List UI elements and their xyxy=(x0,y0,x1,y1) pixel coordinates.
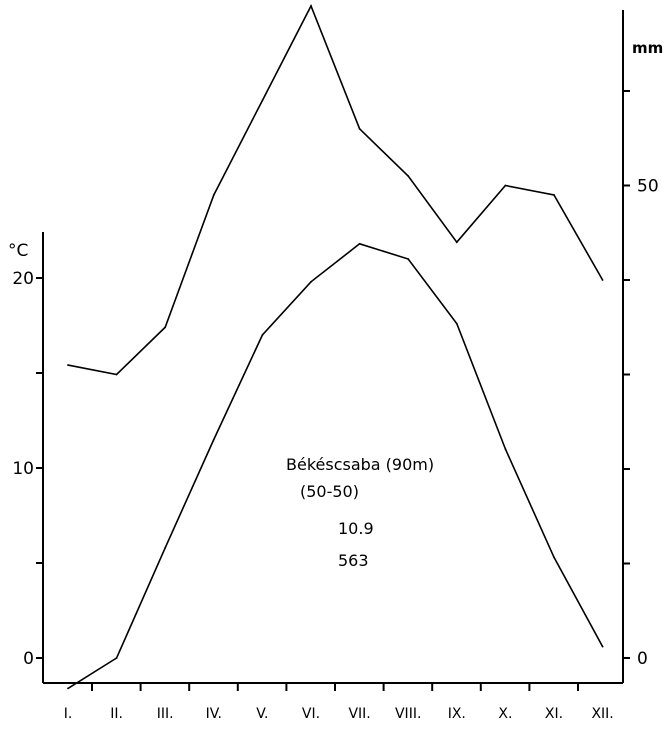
left-axis-ticks: 0 10 20 xyxy=(12,269,43,669)
x-axis-tick-label: X. xyxy=(498,706,512,722)
left-axis-tick-label: 20 xyxy=(12,269,34,289)
temperature-point xyxy=(504,448,507,450)
precipitation-point xyxy=(310,5,312,7)
temperature-point xyxy=(212,438,215,441)
mean-temperature-label: 10.9 xyxy=(338,519,374,538)
x-axis-tick-label: VIII. xyxy=(395,706,421,722)
left-axis-unit-label: °C xyxy=(8,241,28,261)
precipitation-point xyxy=(212,194,215,196)
precipitation-point xyxy=(553,194,555,196)
left-axis-tick-label: 0 xyxy=(23,649,34,669)
x-axis-tick-label: VII. xyxy=(348,706,370,722)
period-label: (50-50) xyxy=(300,482,359,501)
temperature-point xyxy=(601,645,604,648)
temperature-point xyxy=(261,334,264,336)
station-annotation: Békéscsaba (90m) (50-50) 10.9 563 xyxy=(286,455,434,570)
right-axis-unit-label: mm xyxy=(632,39,663,57)
temperature-point xyxy=(115,657,118,659)
temperature-point xyxy=(310,280,312,283)
precipitation-point xyxy=(164,326,167,329)
x-axis-tick-label: V. xyxy=(256,706,268,722)
annual-precipitation-label: 563 xyxy=(338,551,369,570)
right-axis-tick-label: 0 xyxy=(637,649,648,669)
left-axis: °C 0 10 20 xyxy=(8,232,44,683)
precipitation-point xyxy=(504,184,507,187)
x-axis-tick-label: IV. xyxy=(206,706,222,722)
x-axis-ticks: I. II. III. IV. V. VI. VII. VIII. IX. X. XI. XII. xyxy=(64,683,614,722)
temperature-point xyxy=(67,687,69,690)
precipitation-point xyxy=(67,364,69,366)
x-axis-tick-label: II. xyxy=(110,706,123,722)
precipitation-point xyxy=(455,241,458,244)
precipitation-point xyxy=(601,279,604,281)
precipitation-point xyxy=(115,373,118,376)
temperature-series-line xyxy=(67,242,604,690)
temperature-point xyxy=(358,242,361,245)
x-axis-tick-label: XII. xyxy=(591,706,613,722)
x-axis-tick-label: XI. xyxy=(545,706,563,722)
temperature-point xyxy=(553,556,555,559)
x-axis-tick-label: IX. xyxy=(448,706,466,722)
right-axis: mm 0 50 xyxy=(622,10,663,683)
series-layer xyxy=(67,4,604,690)
right-axis-ticks: 0 50 xyxy=(623,90,659,669)
x-axis-tick-label: III. xyxy=(157,706,174,722)
temperature-point xyxy=(455,322,458,325)
temperature-point xyxy=(164,546,167,549)
station-name-label: Békéscsaba (90m) xyxy=(286,455,434,474)
x-axis: I. II. III. IV. V. VI. VII. VIII. IX. X. XI. XII. xyxy=(43,682,623,722)
precipitation-point xyxy=(407,175,410,177)
temperature-point xyxy=(407,258,410,260)
precipitation-series-line xyxy=(67,4,604,376)
left-axis-tick-label: 10 xyxy=(12,459,34,479)
x-axis-tick-label: I. xyxy=(64,706,73,722)
precipitation-point xyxy=(261,99,264,102)
x-axis-tick-label: VI. xyxy=(302,706,320,722)
right-axis-tick-label: 50 xyxy=(637,177,659,197)
precipitation-point xyxy=(358,127,361,130)
